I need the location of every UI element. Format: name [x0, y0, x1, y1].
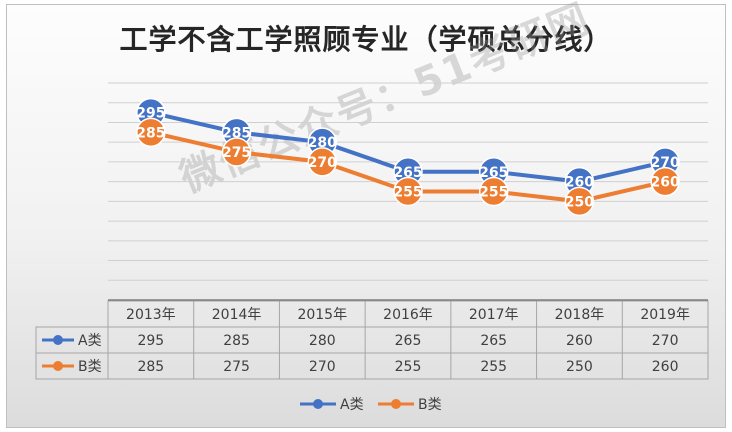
table-cell: 265	[395, 333, 422, 349]
table-cell: 275	[223, 359, 250, 375]
x-tick-label: 2016年	[383, 307, 433, 323]
table-cell: 285	[137, 359, 164, 375]
table-cell: 250	[566, 359, 593, 375]
data-label: 255	[479, 185, 508, 201]
x-tick-label: 2015年	[297, 307, 347, 323]
table-cell: 280	[309, 333, 336, 349]
data-label: 270	[651, 155, 680, 171]
table-cell: 265	[480, 333, 507, 349]
data-label: 275	[222, 145, 251, 161]
table-series-name: A类	[78, 333, 102, 349]
data-label: 265	[479, 165, 508, 181]
data-point	[564, 186, 595, 217]
data-label: 260	[651, 175, 680, 191]
chart-frame	[6, 4, 726, 428]
chart-title: 工学不含工学照顾专业（学硕总分线）	[119, 23, 613, 56]
table-legend-key-marker	[53, 361, 63, 371]
table-cell: 270	[309, 359, 336, 375]
data-point	[136, 117, 166, 148]
legend-label: A类	[340, 397, 364, 413]
table-cell: 285	[223, 333, 250, 349]
table-cell: 295	[137, 333, 164, 349]
x-tick-label: 2018年	[555, 307, 605, 323]
data-point	[393, 176, 423, 207]
legend-label: B类	[418, 397, 442, 413]
legend-key-marker	[313, 399, 323, 409]
table-cell: 270	[652, 333, 679, 349]
data-label: 265	[393, 165, 422, 181]
data-label: 270	[308, 155, 337, 171]
data-label: 260	[565, 175, 594, 191]
data-point	[307, 147, 338, 177]
x-tick-label: 2017年	[469, 307, 519, 323]
data-point	[478, 176, 509, 207]
x-tick-label: 2013年	[126, 307, 176, 323]
data-point	[650, 166, 680, 197]
x-tick-label: 2019年	[640, 307, 690, 323]
table-cell: 255	[395, 359, 422, 375]
data-label: 280	[308, 135, 337, 151]
data-label: 285	[222, 125, 251, 141]
table-cell: 260	[566, 333, 593, 349]
data-point	[221, 137, 252, 167]
data-label: 255	[393, 185, 422, 201]
legend-key-marker	[391, 399, 401, 409]
data-label: 285	[136, 125, 165, 141]
table-series-name: B类	[78, 359, 102, 375]
x-tick-label: 2014年	[212, 307, 262, 323]
data-label: 295	[136, 106, 165, 122]
table-cell: 260	[652, 359, 679, 375]
table-legend-key-marker	[53, 335, 63, 345]
data-label: 250	[565, 194, 594, 210]
table-cell: 255	[480, 359, 507, 375]
